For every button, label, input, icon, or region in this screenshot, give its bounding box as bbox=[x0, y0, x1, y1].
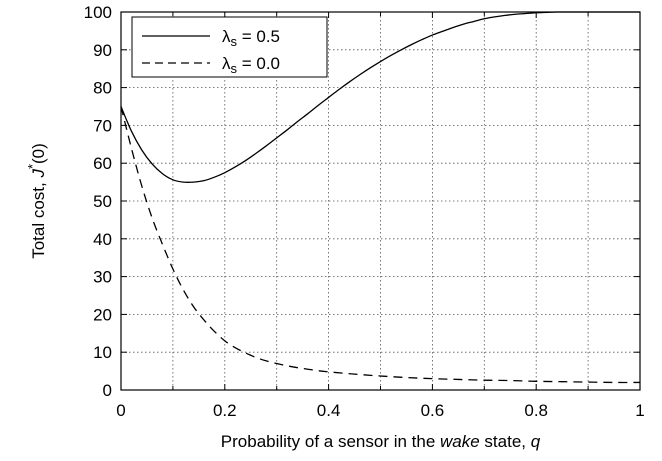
x-axis-title-variable: q bbox=[531, 432, 541, 451]
y-tick-label: 30 bbox=[93, 268, 112, 287]
y-tick-label: 60 bbox=[93, 154, 112, 173]
y-axis-title-variable: J bbox=[29, 169, 48, 179]
legend-label-value: = 0.5 bbox=[237, 27, 280, 46]
legend-label-subscript: s bbox=[231, 34, 238, 49]
y-tick-label: 40 bbox=[93, 230, 112, 249]
y-tick-label: 20 bbox=[93, 305, 112, 324]
y-tick-label: 70 bbox=[93, 116, 112, 135]
y-tick-label: 90 bbox=[93, 41, 112, 60]
x-axis-title: Probability of a sensor in the wake stat… bbox=[221, 432, 541, 451]
legend-label-series-2: λs = 0.0 bbox=[222, 54, 280, 76]
x-tick-label: 1 bbox=[635, 401, 644, 420]
y-axis-title: Total cost, J*(0) bbox=[25, 143, 49, 259]
x-tick-label: 0.6 bbox=[421, 401, 445, 420]
y-axis-title-part: (0) bbox=[29, 143, 48, 164]
x-tick-label: 0.4 bbox=[317, 401, 341, 420]
legend-label-series-1: λs = 0.5 bbox=[222, 27, 280, 49]
legend-label-value: = 0.0 bbox=[237, 54, 280, 73]
legend-label-symbol: λ bbox=[222, 27, 231, 46]
y-axis-title-part: Total cost, bbox=[29, 178, 48, 259]
x-axis-title-part: state, bbox=[480, 432, 531, 451]
x-axis-title-italic: wake bbox=[440, 432, 480, 451]
x-tick-label: 0.2 bbox=[213, 401, 237, 420]
x-axis-title-part: Probability of a sensor in the bbox=[221, 432, 440, 451]
y-tick-label: 50 bbox=[93, 192, 112, 211]
y-tick-label: 100 bbox=[84, 3, 112, 22]
legend-box bbox=[131, 16, 328, 78]
y-tick-label: 10 bbox=[93, 343, 112, 362]
legend-label-subscript: s bbox=[231, 61, 238, 76]
plot-frame bbox=[120, 11, 641, 391]
x-tick-label: 0.8 bbox=[524, 401, 548, 420]
tick-labels: 0 10 20 30 40 50 60 70 80 90 100 0 0.2 0.4 0.6 0.8 1 bbox=[84, 3, 645, 420]
grid bbox=[121, 12, 640, 390]
legend-label-symbol: λ bbox=[222, 54, 231, 73]
legend: λs = 0.5 λs = 0.0 bbox=[131, 16, 328, 78]
x-tick-label: 0 bbox=[116, 401, 125, 420]
y-tick-label: 0 bbox=[103, 381, 112, 400]
y-axis-title-superscript: * bbox=[25, 164, 40, 169]
series-line-dashed bbox=[120, 106, 641, 384]
y-tick-label: 80 bbox=[93, 79, 112, 98]
